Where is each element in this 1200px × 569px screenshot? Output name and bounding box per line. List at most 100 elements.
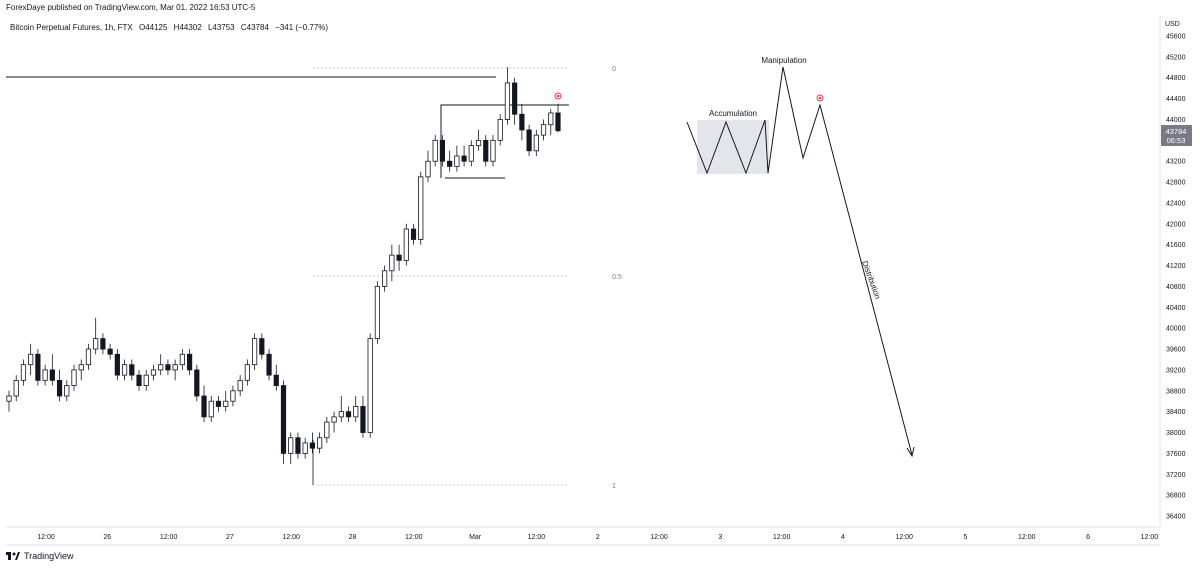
candle[interactable]: [172, 359, 178, 381]
wyckoff-schematic[interactable]: Accumulation Manipulation Distribution: [686, 56, 915, 458]
candle[interactable]: [158, 354, 164, 376]
candle[interactable]: [461, 145, 467, 167]
candle[interactable]: [165, 359, 171, 376]
candle[interactable]: [266, 349, 272, 381]
candle[interactable]: [425, 150, 431, 183]
candle[interactable]: [389, 244, 395, 282]
candle[interactable]: [100, 333, 106, 355]
candle-body-down: [266, 353, 272, 376]
candle[interactable]: [215, 396, 222, 412]
candle[interactable]: [78, 359, 84, 381]
candle[interactable]: [490, 135, 496, 167]
candle[interactable]: [483, 135, 489, 167]
candle[interactable]: [114, 349, 120, 381]
candle[interactable]: [150, 364, 157, 381]
candle[interactable]: [324, 416, 330, 443]
time-tick-label: Mar: [469, 534, 482, 541]
candle[interactable]: [447, 150, 453, 172]
tradingview-logo-icon: [6, 552, 20, 560]
candle[interactable]: [302, 437, 308, 459]
candle[interactable]: [288, 432, 294, 464]
time-tick-label: 5: [964, 534, 968, 541]
candle[interactable]: [418, 171, 424, 245]
candle[interactable]: [129, 359, 135, 381]
candle[interactable]: [410, 223, 417, 245]
candle-body-up: [468, 145, 474, 162]
candle[interactable]: [85, 343, 92, 370]
candle-body-down: [100, 338, 106, 350]
candle[interactable]: [136, 369, 142, 391]
candle[interactable]: [367, 333, 373, 438]
candle[interactable]: [403, 223, 409, 266]
candle[interactable]: [280, 380, 287, 464]
candle[interactable]: [186, 349, 193, 376]
candle[interactable]: [396, 244, 402, 271]
candle[interactable]: [309, 432, 315, 454]
candle[interactable]: [526, 124, 532, 156]
candle[interactable]: [439, 135, 446, 167]
candle[interactable]: [252, 333, 258, 370]
candle[interactable]: [540, 119, 547, 141]
candle[interactable]: [468, 140, 474, 167]
candle[interactable]: [208, 396, 214, 423]
candle[interactable]: [374, 281, 381, 344]
candle[interactable]: [382, 265, 388, 292]
candle[interactable]: [519, 103, 525, 141]
symbol-name[interactable]: Bitcoin Perpetual Futures, 1h, FTX: [10, 23, 133, 32]
candle[interactable]: [35, 349, 41, 386]
candles-group: [6, 67, 561, 464]
candle-body-up: [93, 338, 99, 350]
candle[interactable]: [454, 145, 460, 172]
candle[interactable]: [64, 380, 70, 402]
candle[interactable]: [223, 390, 229, 412]
candle-body-up: [13, 379, 19, 397]
candle-body-down: [35, 353, 41, 381]
candle[interactable]: [49, 354, 55, 386]
candle[interactable]: [237, 375, 243, 396]
candle-body-down: [136, 374, 142, 386]
candle[interactable]: [512, 77, 518, 125]
candle[interactable]: [201, 385, 207, 423]
candle-body-up: [367, 338, 373, 433]
candle[interactable]: [475, 129, 482, 151]
candle[interactable]: [42, 364, 48, 386]
candle[interactable]: [338, 396, 344, 423]
candle[interactable]: [71, 364, 77, 391]
candle[interactable]: [20, 359, 27, 386]
candle[interactable]: [497, 114, 503, 146]
candle[interactable]: [295, 432, 301, 459]
candle[interactable]: [93, 317, 99, 355]
candle[interactable]: [353, 396, 359, 423]
candle[interactable]: [6, 390, 12, 412]
candle[interactable]: [548, 109, 554, 136]
candle[interactable]: [555, 103, 561, 133]
candle[interactable]: [244, 359, 250, 386]
candle[interactable]: [230, 385, 236, 407]
fib-retracement[interactable]: 0 0.5 1: [312, 66, 622, 490]
candle[interactable]: [259, 333, 265, 360]
candle[interactable]: [143, 369, 149, 391]
marker-circle-schematic[interactable]: [816, 94, 824, 102]
candle[interactable]: [121, 359, 128, 381]
candle[interactable]: [345, 406, 352, 423]
candle[interactable]: [317, 432, 323, 454]
candle[interactable]: [533, 129, 539, 156]
candle[interactable]: [432, 135, 438, 167]
candle[interactable]: [56, 369, 63, 402]
candle-body-down: [194, 369, 200, 397]
candle[interactable]: [273, 364, 279, 391]
candle[interactable]: [28, 343, 34, 376]
candle-body-down: [309, 442, 315, 449]
candle[interactable]: [504, 67, 511, 125]
footer-brand[interactable]: TradingView: [6, 551, 74, 561]
marker-circle-chart[interactable]: [554, 92, 562, 100]
candle[interactable]: [194, 364, 200, 402]
candle-body-up: [28, 353, 34, 366]
candle[interactable]: [13, 375, 19, 402]
candle[interactable]: [360, 396, 366, 438]
candle[interactable]: [331, 411, 337, 433]
candle[interactable]: [107, 343, 113, 360]
time-tick-label: 12:00: [1018, 534, 1036, 541]
candle[interactable]: [179, 349, 185, 370]
